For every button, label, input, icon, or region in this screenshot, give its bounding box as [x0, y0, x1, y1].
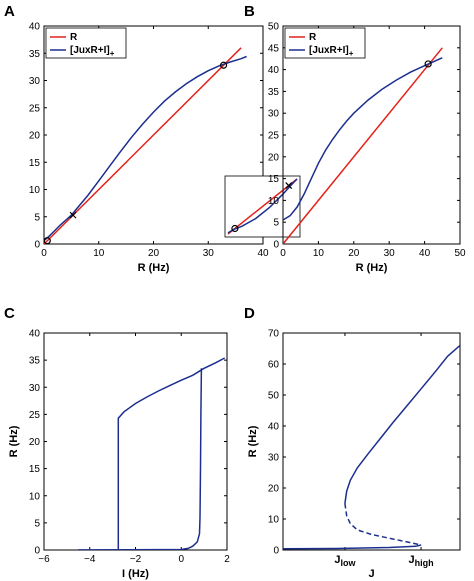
y-tick-label: 30 [268, 109, 280, 120]
x-tick-label: 0 [280, 248, 286, 259]
legend-label-jux: [JuxR+I]+ [70, 45, 115, 58]
series-line-r [44, 47, 242, 244]
plot-area [44, 47, 247, 244]
inset-series-1 [227, 178, 298, 234]
x-tick-label: 40 [419, 248, 431, 259]
marker-x [285, 182, 293, 190]
x-tick-label: 20 [148, 248, 160, 259]
series-line-unstable [344, 503, 422, 546]
y-axis-label: R (Hz) [247, 425, 259, 457]
panel-letter: A [4, 3, 15, 20]
y-tick-label: 10 [29, 491, 41, 502]
x-tick-label: −4 [84, 554, 96, 565]
x-tick-label: 0 [41, 248, 47, 259]
y-tick-label: 30 [29, 383, 41, 394]
legend-box [284, 27, 366, 59]
y-tick-label: 45 [268, 43, 280, 54]
y-tick-label: 40 [29, 22, 41, 33]
y-tick-label: 35 [268, 87, 280, 98]
y-tick-label: 15 [268, 174, 280, 185]
x-tick-label: −6 [38, 554, 50, 565]
panel-letter: C [4, 305, 15, 322]
y-tick-label: 25 [268, 131, 280, 142]
x-axis-label: R (Hz) [356, 262, 388, 274]
series-line-stable-high [344, 344, 460, 504]
plot-area [283, 47, 443, 244]
x-axis-label: R (Hz) [138, 262, 170, 274]
y-tick-label: 30 [268, 453, 280, 464]
y-tick-label: 5 [273, 218, 279, 229]
y-tick-label: 0 [34, 546, 40, 557]
x-tick-label: 30 [203, 248, 215, 259]
legend-label-jux: [JuxR+I]+ [309, 45, 354, 58]
y-tick-label: 25 [29, 103, 41, 114]
y-tick-label: 5 [34, 212, 40, 223]
y-tick-label: 0 [273, 546, 279, 557]
marker-circle [219, 61, 228, 69]
marker-circle [231, 224, 239, 233]
x-tick-label: 2 [224, 554, 230, 565]
y-tick-label: 40 [29, 329, 41, 340]
y-tick-label: 35 [29, 49, 41, 60]
legend-box [45, 27, 127, 59]
x-tick-label: 30 [384, 248, 396, 259]
y-tick-label: 15 [29, 464, 41, 475]
panel-d: D Jlow Jhigh 0 10 20 30 40 50 60 70 J R (Hz) [244, 305, 461, 580]
y-tick-label: 40 [268, 65, 280, 76]
plot-area [283, 344, 460, 550]
y-tick-label: 5 [34, 518, 40, 529]
x-tick-label: 20 [348, 248, 360, 259]
y-tick-label: 35 [29, 356, 41, 367]
y-tick-label: 25 [29, 410, 41, 421]
y-tick-label: 0 [34, 240, 40, 251]
axes-box [282, 332, 461, 551]
x-tick-label: 40 [257, 248, 269, 259]
series-line--juxr-i- [283, 57, 443, 221]
legend-label-r: R [309, 32, 317, 43]
y-tick-label: 30 [29, 76, 41, 87]
x-axis-label: I (Hz) [122, 568, 149, 580]
y-tick-label: 70 [268, 329, 280, 340]
marker-circle [43, 237, 51, 245]
y-tick-label: 20 [29, 131, 41, 142]
y-tick-label: 50 [268, 22, 280, 33]
series-line--juxr-i- [44, 55, 247, 242]
x-tick-label: 50 [454, 248, 466, 259]
plot-area [78, 357, 226, 550]
x-tick-label: Jlow [334, 554, 356, 568]
y-tick-label: 20 [268, 484, 280, 495]
x-tick-label: 10 [93, 248, 105, 259]
y-tick-label: 10 [29, 185, 41, 196]
y-tick-label: 0 [273, 240, 279, 251]
y-tick-label: 10 [268, 196, 280, 207]
x-tick-label: 0 [178, 554, 184, 565]
x-tick-label: Jhigh [408, 554, 433, 568]
y-tick-label: 40 [268, 422, 280, 433]
marker-circle [424, 60, 432, 68]
x-tick-label: 10 [313, 248, 325, 259]
panel-a: A 0 10 20 30 40 0 5 10 15 20 25 30 35 40 R (Hz) R [JuxR+I… [4, 3, 301, 274]
y-tick-label: 15 [29, 158, 41, 169]
series-line-r [283, 47, 443, 244]
y-axis-label: R (Hz) [8, 425, 20, 457]
y-tick-label: 20 [268, 152, 280, 163]
panel-b: B 0 10 20 30 40 50 0 5 10 15 20 25 30 35 40 45 50 R (Hz) R [… [244, 3, 466, 274]
panel-letter: D [244, 305, 255, 322]
legend-label-r: R [70, 32, 78, 43]
y-tick-label: 50 [268, 391, 280, 402]
series-line-0 [78, 357, 226, 550]
panel-letter: B [244, 3, 255, 20]
marker-x [69, 211, 77, 219]
y-tick-label: 10 [268, 515, 280, 526]
series-line-stable-low [283, 544, 422, 550]
y-tick-label: 60 [268, 360, 280, 371]
y-tick-label: 20 [29, 437, 41, 448]
x-axis-label: J [368, 568, 374, 580]
x-tick-label: −2 [130, 554, 142, 565]
series-line-1 [78, 368, 203, 550]
